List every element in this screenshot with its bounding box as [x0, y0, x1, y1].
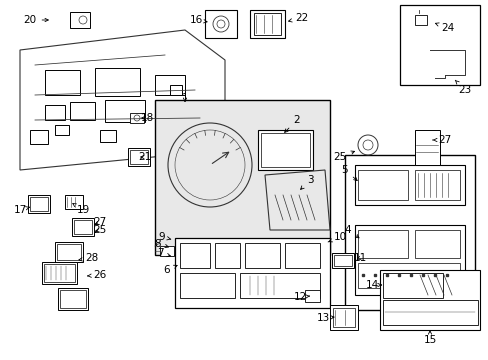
Bar [44, 264, 75, 282]
Text: 23: 23 [454, 80, 470, 95]
Bar [180, 273, 235, 298]
Text: 7: 7 [156, 248, 170, 258]
Text: 19: 19 [73, 203, 89, 215]
Bar [130, 150, 148, 164]
Bar [249, 10, 285, 38]
Text: 4: 4 [344, 225, 358, 238]
Bar [190, 110, 202, 120]
Bar [42, 262, 77, 284]
Bar [261, 133, 309, 167]
Bar [332, 308, 354, 327]
Bar [382, 300, 477, 325]
Text: 10: 10 [327, 232, 346, 242]
Text: 1: 1 [182, 93, 188, 103]
Bar [28, 195, 50, 213]
Bar [57, 244, 81, 260]
Text: 27: 27 [432, 135, 451, 145]
Text: 12: 12 [293, 292, 309, 302]
Text: 9: 9 [159, 232, 170, 242]
Bar [399, 5, 479, 85]
Bar [258, 130, 312, 170]
Bar [244, 243, 280, 268]
Text: 11: 11 [353, 253, 366, 263]
Bar [180, 243, 209, 268]
Text: 14: 14 [365, 280, 381, 290]
Text: 17: 17 [13, 205, 29, 215]
Bar [382, 273, 442, 298]
Bar [175, 238, 329, 308]
Text: 28: 28 [79, 253, 99, 263]
Bar [70, 102, 95, 120]
Bar [105, 100, 145, 122]
Bar [414, 170, 459, 200]
Bar [74, 220, 92, 234]
Text: 20: 20 [23, 15, 48, 25]
Text: 22: 22 [288, 13, 308, 23]
Text: 25: 25 [333, 151, 354, 162]
Bar [65, 195, 83, 209]
Bar [305, 290, 319, 302]
Text: 8: 8 [154, 239, 168, 249]
Bar [414, 15, 426, 25]
Bar [414, 130, 439, 165]
Bar [345, 155, 474, 310]
Text: 26: 26 [87, 270, 106, 280]
Bar [100, 130, 116, 142]
Bar [45, 105, 65, 120]
Bar [30, 197, 48, 211]
Bar [130, 113, 143, 123]
Bar [128, 148, 150, 166]
Text: 21: 21 [138, 152, 151, 162]
Bar [354, 225, 464, 295]
Text: 16: 16 [189, 15, 206, 25]
Bar [253, 13, 281, 35]
Bar [72, 218, 94, 236]
Text: 2: 2 [284, 115, 300, 132]
Bar [58, 288, 88, 310]
Bar [45, 70, 80, 95]
Bar [333, 255, 351, 266]
Text: 5: 5 [341, 165, 356, 181]
Bar [60, 290, 86, 308]
Bar [240, 273, 319, 298]
Bar [155, 100, 329, 255]
Bar [55, 125, 69, 135]
Text: 27: 27 [93, 217, 106, 227]
Bar [354, 165, 464, 205]
Bar [285, 243, 319, 268]
Bar [357, 230, 407, 258]
Bar [379, 270, 479, 330]
Text: 15: 15 [423, 331, 436, 345]
Bar [331, 253, 353, 268]
Text: 18: 18 [140, 113, 153, 123]
Text: 13: 13 [316, 313, 333, 323]
Bar [95, 68, 140, 96]
Bar [414, 230, 459, 258]
Text: 6: 6 [163, 265, 177, 275]
Bar [170, 85, 182, 95]
Text: 24: 24 [434, 23, 454, 33]
Bar [160, 246, 174, 256]
Bar [55, 242, 83, 262]
Bar [204, 10, 237, 38]
Bar [215, 243, 240, 268]
Bar [357, 170, 407, 200]
Bar [357, 263, 459, 288]
Bar [155, 75, 184, 95]
Bar [30, 130, 48, 144]
Text: 25: 25 [93, 225, 106, 235]
Bar [70, 12, 90, 28]
Bar [329, 305, 357, 330]
Text: 3: 3 [300, 175, 313, 189]
